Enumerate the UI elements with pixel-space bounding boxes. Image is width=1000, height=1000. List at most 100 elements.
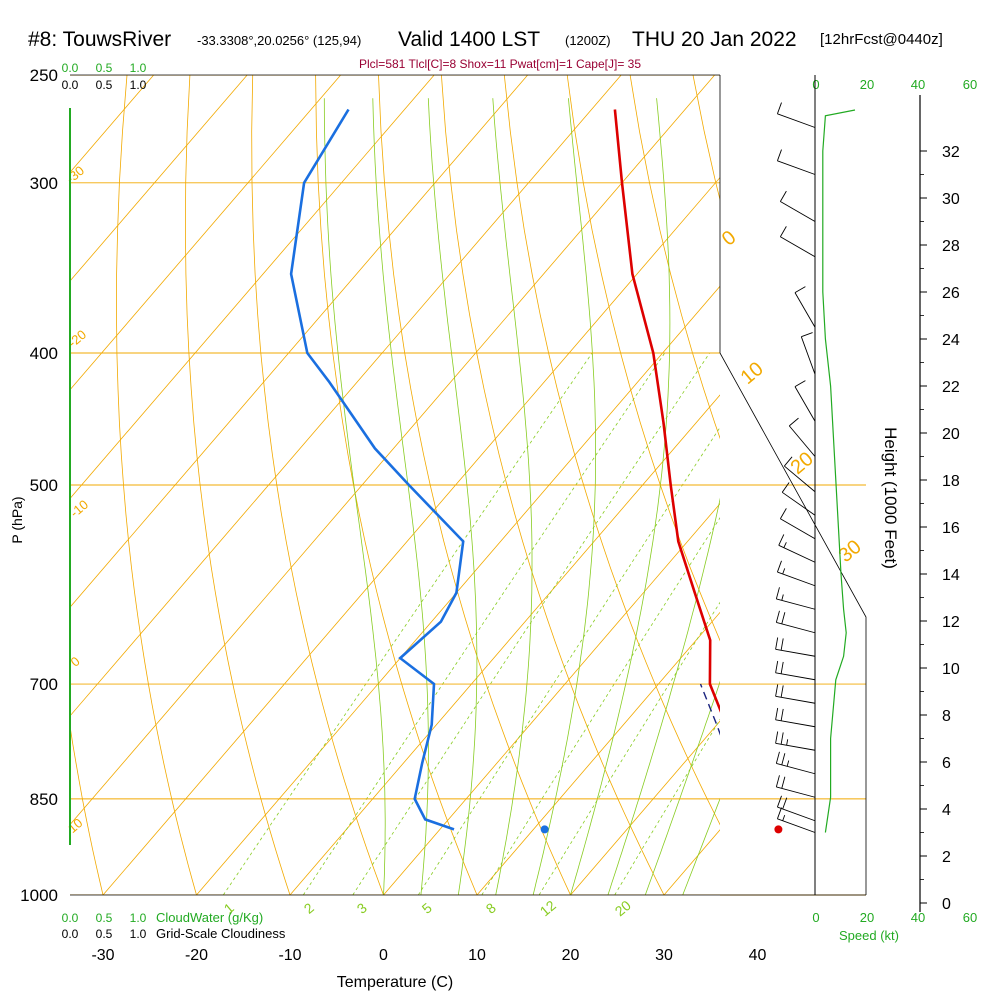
wind-barb-feather bbox=[779, 226, 787, 237]
surface-temperature-marker bbox=[774, 825, 783, 834]
wind-barb-feather bbox=[779, 508, 787, 519]
stability-indices: Plcl=581 Tlcl[C]=8 Shox=11 Pwat[cm]=1 Ca… bbox=[358, 57, 642, 71]
wind-barb bbox=[778, 534, 816, 563]
wind-barb bbox=[775, 751, 816, 775]
wind-barb-feather bbox=[801, 332, 813, 338]
wind-barb-feather bbox=[780, 661, 784, 674]
height-tick-label: 32 bbox=[942, 144, 960, 161]
wind-barb-staff bbox=[777, 160, 816, 175]
height-tick-label: 14 bbox=[942, 567, 960, 584]
wind-barb-feather bbox=[780, 685, 784, 698]
wind-barb-staff bbox=[776, 786, 816, 798]
wind-barb-staff bbox=[784, 465, 816, 493]
wind-barb-feather bbox=[780, 638, 784, 651]
wind-barb-feather bbox=[781, 776, 786, 789]
wind-barb-staff bbox=[777, 571, 816, 587]
height-tick-label: 8 bbox=[942, 708, 951, 725]
wind-barb bbox=[776, 560, 816, 587]
mixing-ratio-line bbox=[481, 517, 720, 895]
cloud-scale-label: 0.0 bbox=[62, 78, 79, 92]
wind-barb-staff bbox=[777, 113, 816, 128]
wind-barb bbox=[775, 660, 816, 681]
wind-speed-tick-label: 40 bbox=[911, 77, 925, 92]
wind-barb-feather bbox=[794, 286, 806, 293]
cloud-scale-label: 0.0 bbox=[62, 61, 79, 75]
wind-barb-feather bbox=[776, 807, 782, 819]
mixing-ratio-line bbox=[222, 352, 593, 895]
wind-barb bbox=[779, 190, 816, 222]
wind-barb-feather bbox=[776, 560, 782, 573]
wind-barb-half-feather bbox=[783, 542, 787, 548]
pressure-tick-label: 250 bbox=[30, 66, 58, 85]
dewpoint-curve bbox=[289, 108, 465, 831]
mixing-ratio-line bbox=[538, 601, 720, 895]
wind-barb-feather bbox=[775, 731, 779, 744]
wind-barb-feather bbox=[776, 102, 782, 114]
wind-speed-tick-label: 0 bbox=[812, 910, 819, 925]
dry-adiabat-label: 10 bbox=[65, 815, 86, 836]
wind-barb bbox=[781, 482, 816, 516]
wind-barb-staff bbox=[794, 386, 816, 422]
height-tick-label: 10 bbox=[942, 661, 960, 678]
wind-barb-feather bbox=[776, 149, 782, 161]
wind-barb bbox=[775, 775, 816, 798]
mixing-ratio-line bbox=[302, 352, 666, 895]
isotherm bbox=[476, 611, 720, 895]
cloud-scale-label: 0.5 bbox=[96, 61, 113, 75]
dry-adiabat-label: 20 bbox=[787, 448, 818, 479]
cloud-scale-label: 1.0 bbox=[130, 911, 147, 925]
moist-adiabat bbox=[372, 98, 429, 895]
wind-barb-staff bbox=[794, 292, 816, 328]
mixing-ratio-label: 3 bbox=[354, 899, 370, 916]
cloud-scale-label: 0.5 bbox=[96, 927, 113, 941]
wind-barb-feather bbox=[782, 797, 788, 810]
wind-barb-feather bbox=[780, 708, 784, 721]
cloud-scale-label: 1.0 bbox=[130, 61, 147, 75]
height-tick-label: 20 bbox=[942, 426, 960, 443]
wind-speed-label: Speed (kt) bbox=[839, 928, 899, 943]
moist-adiabat bbox=[607, 497, 720, 895]
wind-barb-half-feather bbox=[786, 739, 789, 746]
wind-barb-feather bbox=[778, 534, 785, 546]
station-name: #8: TouwsRiver bbox=[28, 28, 172, 51]
moist-adiabat bbox=[532, 98, 596, 895]
cloud-scale-label: 1.0 bbox=[130, 78, 147, 92]
wind-panel-boundary bbox=[719, 75, 867, 895]
wind-barb-feather bbox=[781, 753, 786, 765]
wind-barb-staff bbox=[780, 236, 816, 258]
mixing-ratio-label: 2 bbox=[301, 899, 317, 916]
cloud-water-label: CloudWater (g/Kg) bbox=[156, 910, 263, 925]
station-coords: -33.3308°,20.0256° (125,94) bbox=[197, 33, 362, 48]
surface-dewpoint-marker bbox=[540, 825, 549, 834]
plot-area bbox=[70, 75, 720, 895]
pressure-tick-label: 1000 bbox=[20, 886, 58, 905]
temperature-tick-label: -20 bbox=[185, 947, 208, 964]
wind-barb-staff bbox=[776, 598, 816, 610]
wind-barb-feather bbox=[775, 775, 780, 788]
temperature-curve bbox=[613, 109, 720, 713]
wind-barb-staff bbox=[775, 719, 816, 728]
dry-adiabat bbox=[70, 723, 104, 895]
temperature-tick-label: 40 bbox=[749, 947, 767, 964]
wind-barb bbox=[779, 226, 816, 258]
moist-adiabat bbox=[323, 98, 386, 895]
wind-barb-half-feather bbox=[782, 568, 786, 575]
dry-adiabat bbox=[566, 75, 720, 642]
wind-barb bbox=[788, 417, 816, 457]
parcel-curve bbox=[699, 683, 720, 736]
moist-adiabat bbox=[644, 680, 720, 895]
cloud-scale-label: 0.5 bbox=[96, 78, 113, 92]
wind-barb bbox=[784, 456, 816, 493]
wind-speed-profile bbox=[822, 109, 856, 833]
temperature-tick-label: -10 bbox=[278, 947, 301, 964]
dry-adiabat bbox=[503, 75, 720, 826]
wind-speed-tick-label: 20 bbox=[860, 910, 874, 925]
wind-barb-staff bbox=[776, 762, 816, 775]
wind-barb-staff bbox=[778, 544, 816, 563]
dry-adiabat-label: 10 bbox=[737, 358, 768, 389]
dry-adiabat-label: -20 bbox=[65, 327, 89, 351]
cloud-scale-label: 0.0 bbox=[62, 911, 79, 925]
wind-barb-half-feather bbox=[781, 594, 784, 601]
